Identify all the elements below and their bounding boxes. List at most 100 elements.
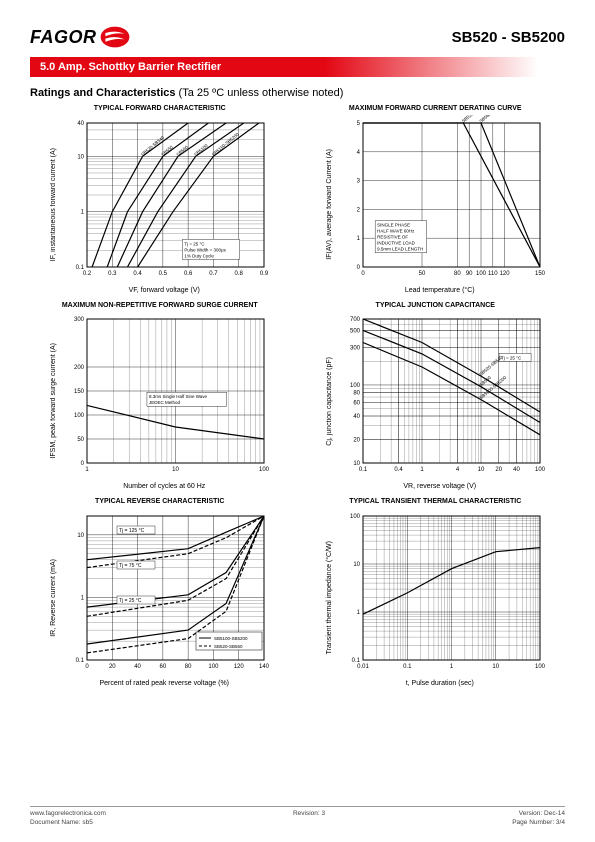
svg-text:300: 300: [350, 346, 361, 352]
svg-text:100: 100: [74, 413, 85, 419]
svg-text:0.1: 0.1: [76, 265, 85, 271]
chart-plot: 0508090100110120150012345SINGLE PHASEHAL…: [335, 115, 545, 285]
svg-text:1% Duty Cycle: 1% Duty Cycle: [185, 253, 215, 258]
svg-text:20: 20: [353, 438, 360, 444]
svg-text:10: 10: [78, 154, 85, 160]
svg-text:0: 0: [361, 271, 365, 277]
svg-text:2: 2: [356, 207, 360, 213]
svg-text:SB5100-SB5200: SB5100-SB5200: [214, 636, 248, 641]
svg-text:4: 4: [456, 467, 460, 473]
chart-title: TYPICAL FORWARD CHARACTERISTIC: [94, 105, 226, 113]
chart-1: MAXIMUM FORWARD CURRENT DERATING CURVE I…: [306, 105, 566, 294]
svg-text:0: 0: [81, 461, 85, 467]
svg-text:200: 200: [74, 365, 85, 371]
svg-text:100: 100: [535, 664, 545, 670]
svg-text:700: 700: [350, 317, 361, 323]
title-bar: 5.0 Amp. Schottky Barrier Rectifier: [30, 57, 565, 77]
svg-text:HALF WAVE 60Hz: HALF WAVE 60Hz: [377, 228, 415, 233]
chart-ylabel: IF(AV), average forward Current (A): [326, 149, 333, 260]
svg-text:Pulse Width = 300μs: Pulse Width = 300μs: [185, 247, 227, 252]
chart-4: TYPICAL REVERSE CHARACTERISTIC IR, Rever…: [30, 498, 290, 687]
chart-title: TYPICAL REVERSE CHARACTERISTIC: [95, 498, 224, 506]
svg-text:100: 100: [350, 514, 361, 520]
svg-text:0.1: 0.1: [403, 664, 412, 670]
svg-text:0.5: 0.5: [159, 271, 168, 277]
logo-icon: [99, 25, 131, 49]
svg-text:1: 1: [420, 467, 424, 473]
svg-text:0.8: 0.8: [235, 271, 244, 277]
svg-text:150: 150: [535, 271, 545, 277]
svg-text:40: 40: [134, 664, 141, 670]
svg-text:0.2: 0.2: [83, 271, 92, 277]
svg-text:Tj = 75 °C: Tj = 75 °C: [119, 563, 142, 569]
svg-text:0: 0: [356, 265, 360, 271]
svg-text:0.3: 0.3: [108, 271, 117, 277]
svg-text:0.4: 0.4: [134, 271, 143, 277]
svg-text:Tj = 25 °C: Tj = 25 °C: [501, 356, 522, 361]
svg-text:60: 60: [160, 664, 167, 670]
svg-text:1: 1: [86, 467, 90, 473]
chart-0: TYPICAL FORWARD CHARACTERISTIC IF, insta…: [30, 105, 290, 294]
svg-text:Tj = 25 °C: Tj = 25 °C: [185, 241, 206, 246]
svg-text:0.9: 0.9: [260, 271, 269, 277]
chart-ylabel: IR, Reverse current (mA): [50, 559, 57, 637]
svg-text:20: 20: [495, 467, 502, 473]
svg-text:500: 500: [350, 329, 361, 335]
svg-text:Tj = 25 °C: Tj = 25 °C: [119, 598, 142, 604]
chart-ylabel: Transient thermal impedance (°C/W): [326, 541, 333, 654]
svg-text:80: 80: [185, 664, 192, 670]
footer-revision: Revision: 3: [293, 810, 325, 827]
svg-text:1: 1: [81, 595, 85, 601]
svg-text:110: 110: [488, 271, 498, 277]
svg-text:INDUCTIVE LOAD: INDUCTIVE LOAD: [377, 240, 416, 245]
svg-text:1: 1: [81, 209, 85, 215]
chart-xlabel: VR, reverse voltage (V): [403, 483, 476, 490]
svg-text:3: 3: [356, 178, 360, 184]
svg-text:140: 140: [259, 664, 269, 670]
svg-text:0.1: 0.1: [359, 467, 368, 473]
chart-title: TYPICAL JUNCTION CAPACITANCE: [376, 302, 495, 310]
svg-text:50: 50: [418, 271, 425, 277]
footer-version: Version: Dec-14: [512, 810, 565, 818]
svg-text:JEDEC Method: JEDEC Method: [149, 401, 181, 406]
chart-xlabel: Number of cycles at 60 Hz: [123, 483, 205, 490]
svg-text:80: 80: [454, 271, 461, 277]
svg-text:20: 20: [109, 664, 116, 670]
svg-text:10: 10: [492, 664, 499, 670]
svg-text:40: 40: [353, 414, 360, 420]
page-header: FAGOR SB520 - SB5200: [30, 25, 565, 49]
svg-text:1: 1: [356, 236, 360, 242]
svg-text:100: 100: [259, 467, 269, 473]
svg-text:9.5mm LEAD LENGTH: 9.5mm LEAD LENGTH: [377, 246, 423, 251]
svg-text:100: 100: [535, 467, 545, 473]
svg-text:Tj = 125 °C: Tj = 125 °C: [119, 528, 145, 534]
svg-text:8.3ms Single Half Sine Wave: 8.3ms Single Half Sine Wave: [149, 395, 208, 400]
chart-ylabel: IFSM, peak forward surge current (A): [50, 343, 57, 459]
charts-grid: TYPICAL FORWARD CHARACTERISTIC IF, insta…: [30, 105, 565, 687]
svg-text:SINGLE PHASE: SINGLE PHASE: [377, 222, 410, 227]
page-footer: www.fagorelectronica.com Document Name: …: [30, 806, 565, 827]
svg-text:0: 0: [86, 664, 90, 670]
svg-text:10: 10: [353, 461, 360, 467]
chart-5: TYPICAL TRANSIENT THERMAL CHARACTERISTIC…: [306, 498, 566, 687]
section-title-text: Ratings and Characteristics: [30, 87, 176, 99]
svg-text:60: 60: [353, 401, 360, 407]
svg-text:1: 1: [356, 610, 360, 616]
footer-pagenum: Page Number: 3/4: [512, 819, 565, 827]
svg-text:40: 40: [513, 467, 520, 473]
svg-text:5: 5: [356, 121, 360, 127]
svg-text:0.01: 0.01: [357, 664, 369, 670]
svg-text:100: 100: [476, 271, 487, 277]
svg-text:120: 120: [234, 664, 245, 670]
svg-text:0.6: 0.6: [184, 271, 193, 277]
footer-docname: Document Name: sb5: [30, 819, 106, 827]
chart-ylabel: Cj, junction capacitance (pF): [326, 357, 333, 446]
svg-text:10: 10: [78, 533, 85, 539]
chart-ylabel: IF, instantaneous forward current (A): [50, 148, 57, 261]
chart-plot: 0204060801001201400.1110Tj = 125 °CTj = …: [59, 508, 269, 678]
svg-text:100: 100: [350, 383, 361, 389]
svg-text:50: 50: [78, 437, 85, 443]
svg-text:1: 1: [450, 664, 454, 670]
svg-text:SB560-SB5200: SB560-SB5200: [478, 115, 505, 124]
svg-text:40: 40: [78, 121, 85, 127]
